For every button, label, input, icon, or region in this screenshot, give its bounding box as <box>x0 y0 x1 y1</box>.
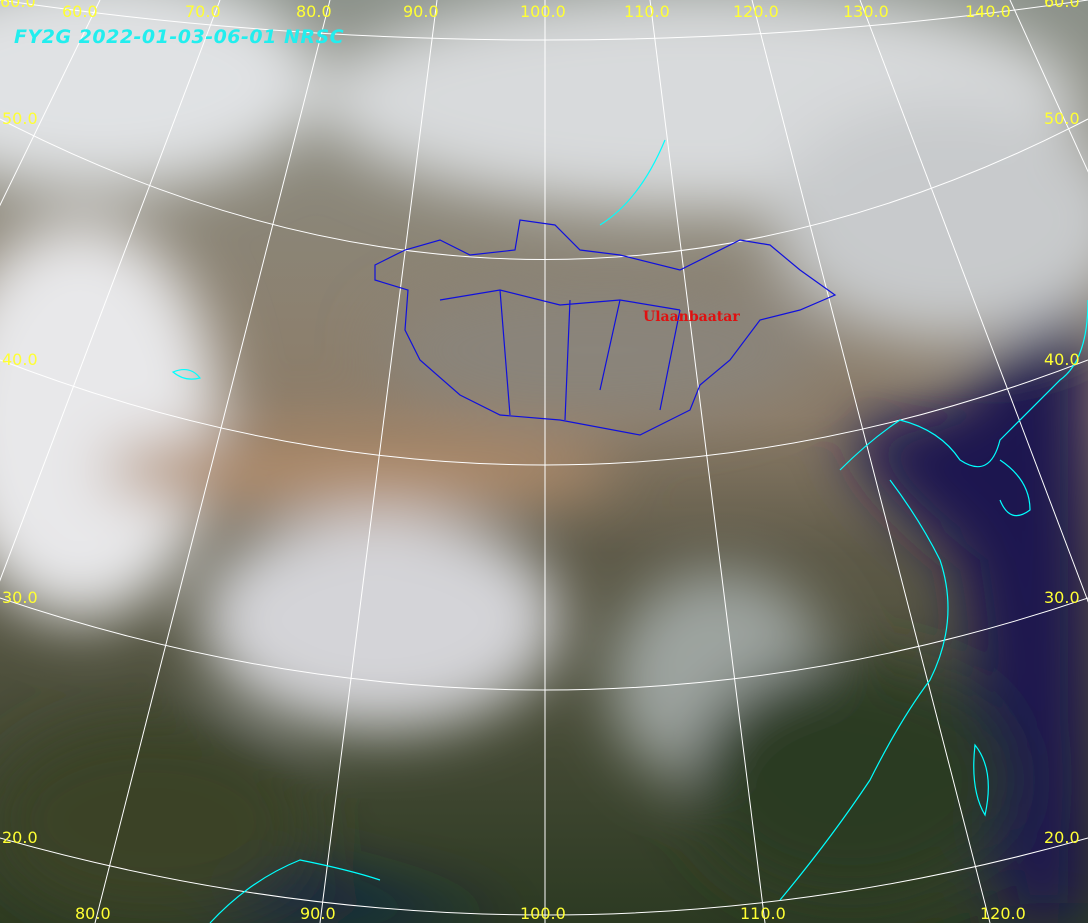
lon-label: 130.0 <box>843 2 889 21</box>
lon-label: 110.0 <box>740 904 786 923</box>
lon-label: 70.0 <box>185 2 221 21</box>
lon-label: 90.0 <box>300 904 336 923</box>
city-label-ulaanbaatar: Ulaanbaatar <box>643 309 740 325</box>
lon-label: 120.0 <box>980 904 1026 923</box>
lon-label: 110.0 <box>624 2 670 21</box>
lon-label: 90.0 <box>403 2 439 21</box>
mongolia-border <box>374 219 837 436</box>
lon-label: 80.0 <box>75 904 111 923</box>
coastline <box>171 139 1088 923</box>
lat-label: 40.0 <box>1044 350 1080 369</box>
lon-label: 80.0 <box>296 2 332 21</box>
lat-label: 40.0 <box>2 350 38 369</box>
lat-label: 50.0 <box>1044 109 1080 128</box>
lon-label: 140.0 <box>965 2 1011 21</box>
lat-label: 20.0 <box>1044 828 1080 847</box>
lat-label: 50.0 <box>2 109 38 128</box>
lon-label: 120.0 <box>733 2 779 21</box>
image-title: FY2G 2022-01-03-06-01 NRSC <box>14 26 345 48</box>
lat-label: 20.0 <box>2 828 38 847</box>
lat-label: 30.0 <box>1044 588 1080 607</box>
lat-label: 60.0 <box>1044 0 1080 11</box>
lat-label: 30.0 <box>2 588 38 607</box>
lon-label: 100.0 <box>520 2 566 21</box>
lat-label: 60.0 <box>0 0 36 11</box>
lon-label: 60.0 <box>62 2 98 21</box>
lon-label: 100.0 <box>520 904 566 923</box>
